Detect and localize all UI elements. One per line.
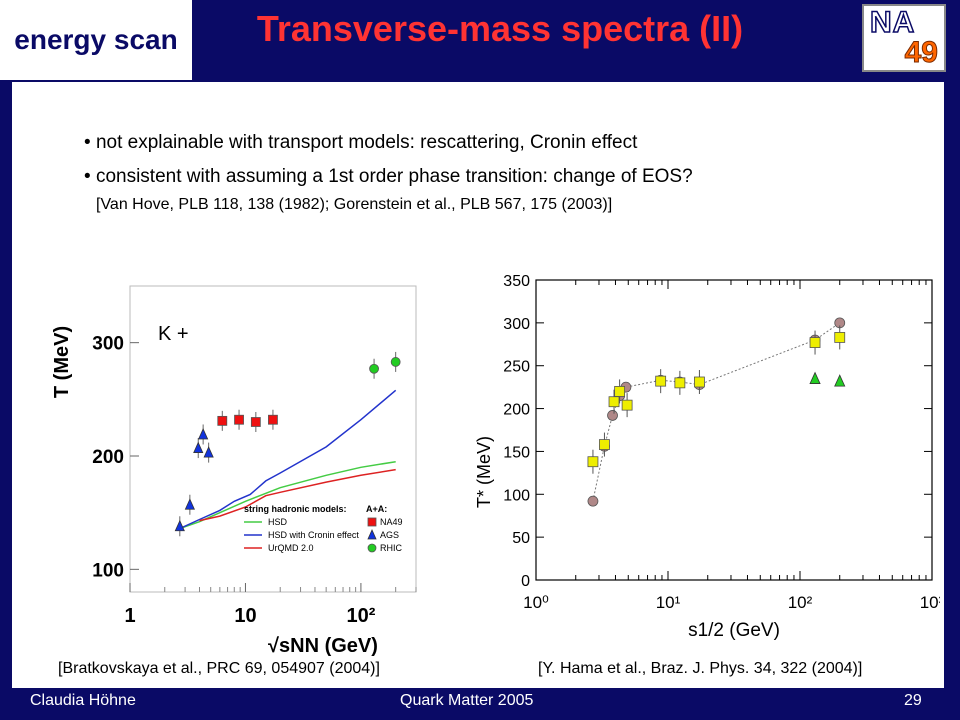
bullet-2: • consistent with assuming a 1st order p… <box>84 166 693 187</box>
data-point <box>587 495 599 507</box>
legend-marker <box>367 543 377 553</box>
top-reference: [Van Hove, PLB 118, 138 (1982); Gorenste… <box>96 196 613 213</box>
logo-na-text: NA <box>869 5 916 40</box>
data-point <box>234 414 244 425</box>
x-tick-label: 10² <box>788 593 813 612</box>
bullet-1: • not explainable with transport models:… <box>84 132 638 153</box>
x-axis-label: s1/2 (GeV) <box>688 620 780 641</box>
plot-frame <box>535 279 933 581</box>
data-point <box>203 446 214 458</box>
legend-experiment-label: RHIC <box>380 543 402 553</box>
legend-experiment-label: NA49 <box>380 517 403 527</box>
data-point <box>390 357 401 367</box>
data-point <box>809 337 821 348</box>
data-point <box>587 456 599 468</box>
section-tag: energy scan <box>0 0 192 80</box>
y-tick-label: 300 <box>92 334 124 355</box>
legend-title: string hadronic models: <box>244 504 347 514</box>
bullet-2-text: consistent with assuming a 1st order pha… <box>95 166 693 187</box>
data-point <box>217 415 228 426</box>
left-chart: 1 10 10² 100 200 300 T (MeV) √sNN (GeV) K + strin… <box>51 285 417 657</box>
y-tick-label: 100 <box>503 487 530 504</box>
y-tick-label: 50 <box>512 530 530 547</box>
data-point <box>184 498 195 510</box>
model-line <box>179 389 397 530</box>
legend-experiment-label: AGS <box>380 530 399 540</box>
citation-right: [Y. Hama et al., Braz. J. Phys. 34, 322 … <box>538 660 863 677</box>
legend-marker <box>367 517 377 527</box>
data-point <box>809 371 821 384</box>
legend-title-2: A+A: <box>366 504 387 514</box>
data-point <box>674 377 686 389</box>
legend-model-label: HSD with Cronin effect <box>268 530 359 540</box>
footer-author: Claudia Höhne <box>30 692 136 709</box>
trend-line <box>592 322 840 502</box>
data-point <box>599 439 610 450</box>
bullet-1-text: not explainable with transport models: r… <box>95 132 638 153</box>
x-tick-label: 10¹ <box>656 593 681 612</box>
data-point <box>834 332 846 343</box>
y-tick-label: 350 <box>503 273 530 290</box>
data-point <box>174 519 185 532</box>
data-point <box>614 386 626 397</box>
data-point <box>608 396 620 408</box>
data-point <box>250 417 261 427</box>
footer-page-number: 29 <box>904 692 922 709</box>
x-tick-label: 10 <box>234 605 256 627</box>
y-tick-label: 250 <box>503 359 530 376</box>
data-point <box>834 374 846 387</box>
y-tick-label: 150 <box>503 444 530 461</box>
footer-event: Quark Matter 2005 <box>400 692 534 709</box>
data-point <box>193 441 204 453</box>
y-axis-label: T* (MeV) <box>474 436 494 508</box>
x-axis-label: √sNN (GeV) <box>268 635 378 657</box>
particle-label: K + <box>158 323 189 345</box>
y-tick-label: 100 <box>92 560 124 581</box>
data-point <box>694 376 705 388</box>
y-tick-label: 200 <box>503 402 530 419</box>
slide-content: • not explainable with transport models:… <box>12 82 944 688</box>
x-tick-label: 10² <box>346 605 375 627</box>
logo-number-text: 49 <box>904 36 938 70</box>
legend-model-label: HSD <box>268 517 288 527</box>
legend-model-label: UrQMD 2.0 <box>268 543 314 553</box>
x-tick-label: 10⁰ <box>523 593 549 612</box>
data-point <box>268 414 278 425</box>
data-point <box>621 399 633 411</box>
data-point <box>369 363 379 374</box>
y-axis-label: T (MeV) <box>51 326 73 398</box>
data-point <box>655 375 667 387</box>
y-tick-label: 0 <box>521 573 530 590</box>
y-tick-label: 200 <box>92 447 124 468</box>
citation-left: [Bratkovskaya et al., PRC 69, 054907 (20… <box>58 660 380 677</box>
plot-frame <box>129 285 417 593</box>
data-point <box>607 410 618 421</box>
y-tick-label: 300 <box>503 316 530 333</box>
na49-logo: NA 49 <box>862 4 946 72</box>
slide-title: Transverse-mass spectra (II) <box>256 8 744 49</box>
x-tick-label: 1 <box>124 605 135 627</box>
model-line <box>199 468 396 522</box>
x-tick-label: 10³ <box>920 593 940 612</box>
legend-marker <box>367 529 377 540</box>
right-chart: 0 50 100 150 200 250 300 350 10⁰ 10¹ 10² 10³ T* (MeV… <box>474 273 940 641</box>
data-point <box>198 427 209 440</box>
